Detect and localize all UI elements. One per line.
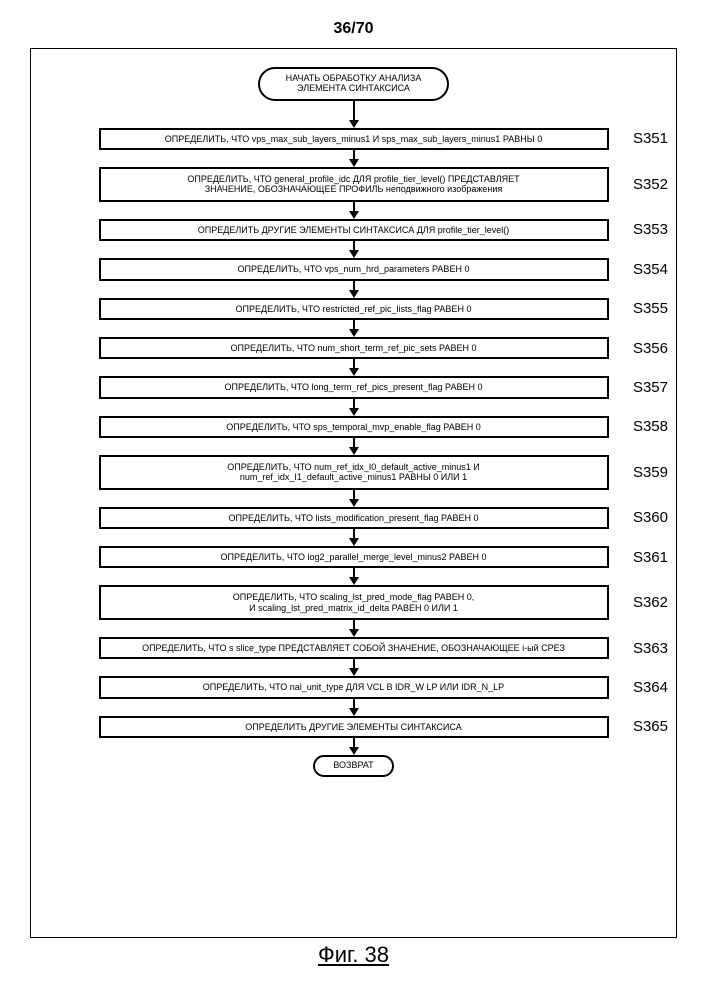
process-row: ОПРЕДЕЛИТЬ, ЧТО restricted_ref_pic_lists…: [43, 298, 664, 320]
process-box: ОПРЕДЕЛИТЬ, ЧТО lists_modification_prese…: [99, 507, 609, 529]
process-row: ОПРЕДЕЛИТЬ, ЧТО vps_max_sub_layers_minus…: [43, 128, 664, 150]
process-box: ОПРЕДЕЛИТЬ ДРУГИЕ ЭЛЕМЕНТЫ СИНТАКСИСА: [99, 716, 609, 738]
arrow: [349, 281, 359, 298]
arrow: [349, 399, 359, 416]
figure-caption: Фиг. 38: [30, 942, 677, 968]
arrow: [349, 241, 359, 258]
step-label: S352: [633, 176, 668, 193]
process-box: ОПРЕДЕЛИТЬ, ЧТО sps_temporal_mvp_enable_…: [99, 416, 609, 438]
process-row: ОПРЕДЕЛИТЬ, ЧТО lists_modification_prese…: [43, 507, 664, 529]
process-row: ОПРЕДЕЛИТЬ, ЧТО nal_unit_type ДЛЯ VCL В …: [43, 676, 664, 698]
process-box: ОПРЕДЕЛИТЬ, ЧТО general_profile_idc ДЛЯ …: [99, 167, 609, 202]
process-box: ОПРЕДЕЛИТЬ, ЧТО nal_unit_type ДЛЯ VCL В …: [99, 676, 609, 698]
step-label: S357: [633, 379, 668, 396]
process-box: ОПРЕДЕЛИТЬ, ЧТО num_ref_idx_I0_default_a…: [99, 455, 609, 490]
arrow: [349, 568, 359, 585]
process-box: ОПРЕДЕЛИТЬ, ЧТО vps_max_sub_layers_minus…: [99, 128, 609, 150]
arrow: [349, 529, 359, 546]
step-label: S363: [633, 640, 668, 657]
step-label: S360: [633, 509, 668, 526]
step-label: S365: [633, 718, 668, 735]
step-label: S359: [633, 464, 668, 481]
arrow: [349, 620, 359, 637]
process-row: ОПРЕДЕЛИТЬ, ЧТО scaling_lst_pred_mode_fl…: [43, 585, 664, 620]
process-row: ОПРЕДЕЛИТЬ, ЧТО s slice_type ПРЕДСТАВЛЯЕ…: [43, 637, 664, 659]
process-row: ОПРЕДЕЛИТЬ, ЧТО num_ref_idx_I0_default_a…: [43, 455, 664, 490]
step-label: S358: [633, 418, 668, 435]
arrow: [349, 659, 359, 676]
step-label: S362: [633, 594, 668, 611]
process-row: ОПРЕДЕЛИТЬ, ЧТО vps_num_hrd_parameters Р…: [43, 258, 664, 280]
process-row: ОПРЕДЕЛИТЬ ДРУГИЕ ЭЛЕМЕНТЫ СИНТАКСИСА ДЛ…: [43, 219, 664, 241]
arrow: [349, 359, 359, 376]
process-row: ОПРЕДЕЛИТЬ, ЧТО sps_temporal_mvp_enable_…: [43, 416, 664, 438]
process-row: ОПРЕДЕЛИТЬ ДРУГИЕ ЭЛЕМЕНТЫ СИНТАКСИСАS36…: [43, 716, 664, 738]
diagram-frame: НАЧАТЬ ОБРАБОТКУ АНАЛИЗАЭЛЕМЕНТА СИНТАКС…: [30, 48, 677, 938]
step-label: S355: [633, 300, 668, 317]
flowchart: НАЧАТЬ ОБРАБОТКУ АНАЛИЗАЭЛЕМЕНТА СИНТАКС…: [43, 67, 664, 777]
process-box: ОПРЕДЕЛИТЬ, ЧТО long_term_ref_pics_prese…: [99, 376, 609, 398]
arrow: [349, 202, 359, 219]
step-label: S354: [633, 261, 668, 278]
arrow: [349, 320, 359, 337]
page: 36/70 НАЧАТЬ ОБРАБОТКУ АНАЛИЗАЭЛЕМЕНТА С…: [0, 0, 707, 1000]
step-label: S353: [633, 221, 668, 238]
process-box: ОПРЕДЕЛИТЬ, ЧТО restricted_ref_pic_lists…: [99, 298, 609, 320]
process-box: ОПРЕДЕЛИТЬ, ЧТО s slice_type ПРЕДСТАВЛЯЕ…: [99, 637, 609, 659]
arrow: [349, 738, 359, 755]
arrow: [349, 699, 359, 716]
step-label: S361: [633, 549, 668, 566]
process-row: ОПРЕДЕЛИТЬ, ЧТО long_term_ref_pics_prese…: [43, 376, 664, 398]
process-box: ОПРЕДЕЛИТЬ, ЧТО num_short_term_ref_pic_s…: [99, 337, 609, 359]
process-row: ОПРЕДЕЛИТЬ, ЧТО num_short_term_ref_pic_s…: [43, 337, 664, 359]
arrow: [349, 490, 359, 507]
process-box: ОПРЕДЕЛИТЬ ДРУГИЕ ЭЛЕМЕНТЫ СИНТАКСИСА ДЛ…: [99, 219, 609, 241]
start-terminal: НАЧАТЬ ОБРАБОТКУ АНАЛИЗАЭЛЕМЕНТА СИНТАКС…: [258, 67, 450, 101]
process-row: ОПРЕДЕЛИТЬ, ЧТО log2_parallel_merge_leve…: [43, 546, 664, 568]
process-row: ОПРЕДЕЛИТЬ, ЧТО general_profile_idc ДЛЯ …: [43, 167, 664, 202]
step-label: S356: [633, 340, 668, 357]
arrow: [349, 150, 359, 167]
return-terminal: ВОЗВРАТ: [313, 755, 393, 777]
process-box: ОПРЕДЕЛИТЬ, ЧТО vps_num_hrd_parameters Р…: [99, 258, 609, 280]
arrow: [349, 438, 359, 455]
arrow: [349, 101, 359, 128]
page-number: 36/70: [30, 20, 677, 38]
step-label: S351: [633, 130, 668, 147]
process-box: ОПРЕДЕЛИТЬ, ЧТО log2_parallel_merge_leve…: [99, 546, 609, 568]
step-label: S364: [633, 679, 668, 696]
process-box: ОПРЕДЕЛИТЬ, ЧТО scaling_lst_pred_mode_fl…: [99, 585, 609, 620]
